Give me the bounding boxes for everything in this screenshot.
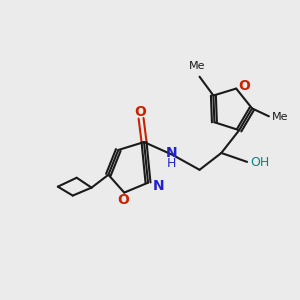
- Text: O: O: [134, 105, 146, 119]
- Text: N: N: [166, 146, 178, 160]
- Text: Me: Me: [272, 112, 288, 122]
- Text: O: O: [238, 79, 250, 93]
- Text: Me: Me: [189, 61, 206, 71]
- Text: O: O: [117, 193, 129, 206]
- Text: OH: OH: [250, 156, 269, 170]
- Text: H: H: [167, 158, 176, 170]
- Text: N: N: [153, 179, 165, 193]
